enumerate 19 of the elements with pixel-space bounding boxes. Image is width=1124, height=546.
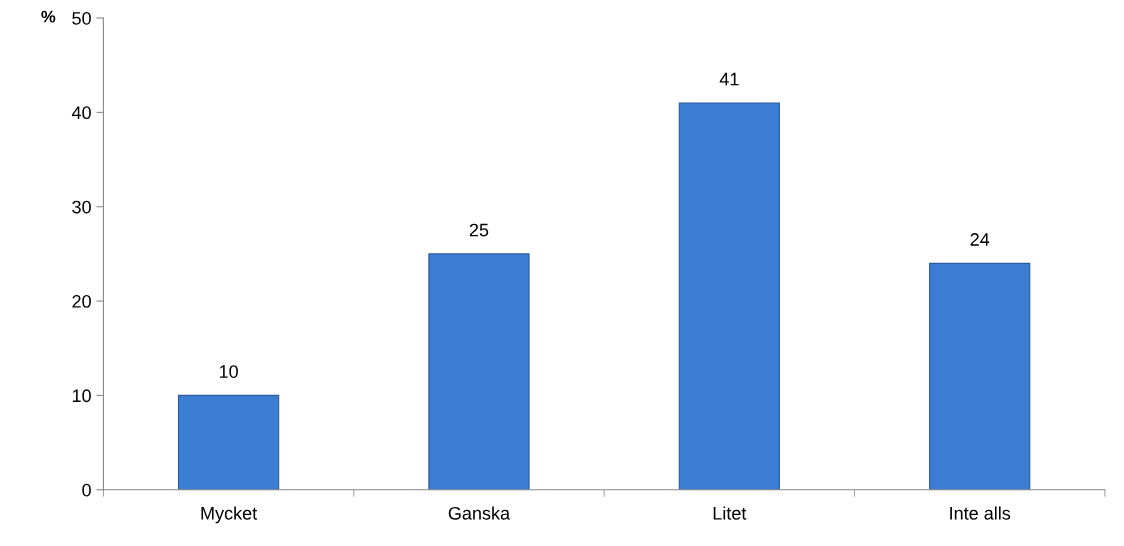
- y-axis-title: %: [41, 10, 56, 23]
- y-tick-label: 50: [72, 11, 91, 25]
- x-tick-label: Ganska: [448, 506, 511, 520]
- y-tick-label: 30: [72, 200, 91, 214]
- x-tick-label: Inte alls: [950, 506, 1011, 520]
- data-label: 10: [219, 365, 238, 378]
- x-tick-label: Mycket: [201, 506, 258, 524]
- data-label: 25: [469, 223, 489, 237]
- bar: [678, 102, 780, 490]
- bar: [177, 394, 280, 490]
- y-tick-label: 0: [82, 483, 91, 497]
- x-tick-label: Litet: [713, 506, 747, 520]
- data-label: 24: [970, 233, 990, 246]
- y-tick-label: 40: [71, 106, 91, 120]
- y-tick-label: 20: [72, 295, 91, 308]
- bar: [428, 253, 530, 490]
- bar: [929, 262, 1031, 490]
- data-label: 41: [719, 72, 739, 86]
- y-tick-label: 10: [72, 389, 91, 403]
